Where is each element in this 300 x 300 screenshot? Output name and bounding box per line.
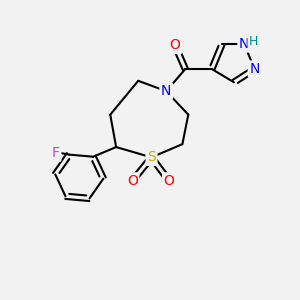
- Text: O: O: [169, 38, 181, 52]
- Text: S: S: [147, 150, 156, 164]
- Text: N: N: [239, 37, 249, 51]
- Text: H: H: [249, 34, 258, 48]
- Text: N: N: [249, 62, 260, 76]
- Text: N: N: [161, 84, 171, 98]
- Text: O: O: [164, 174, 175, 188]
- Text: O: O: [127, 174, 138, 188]
- Text: F: F: [52, 146, 60, 160]
